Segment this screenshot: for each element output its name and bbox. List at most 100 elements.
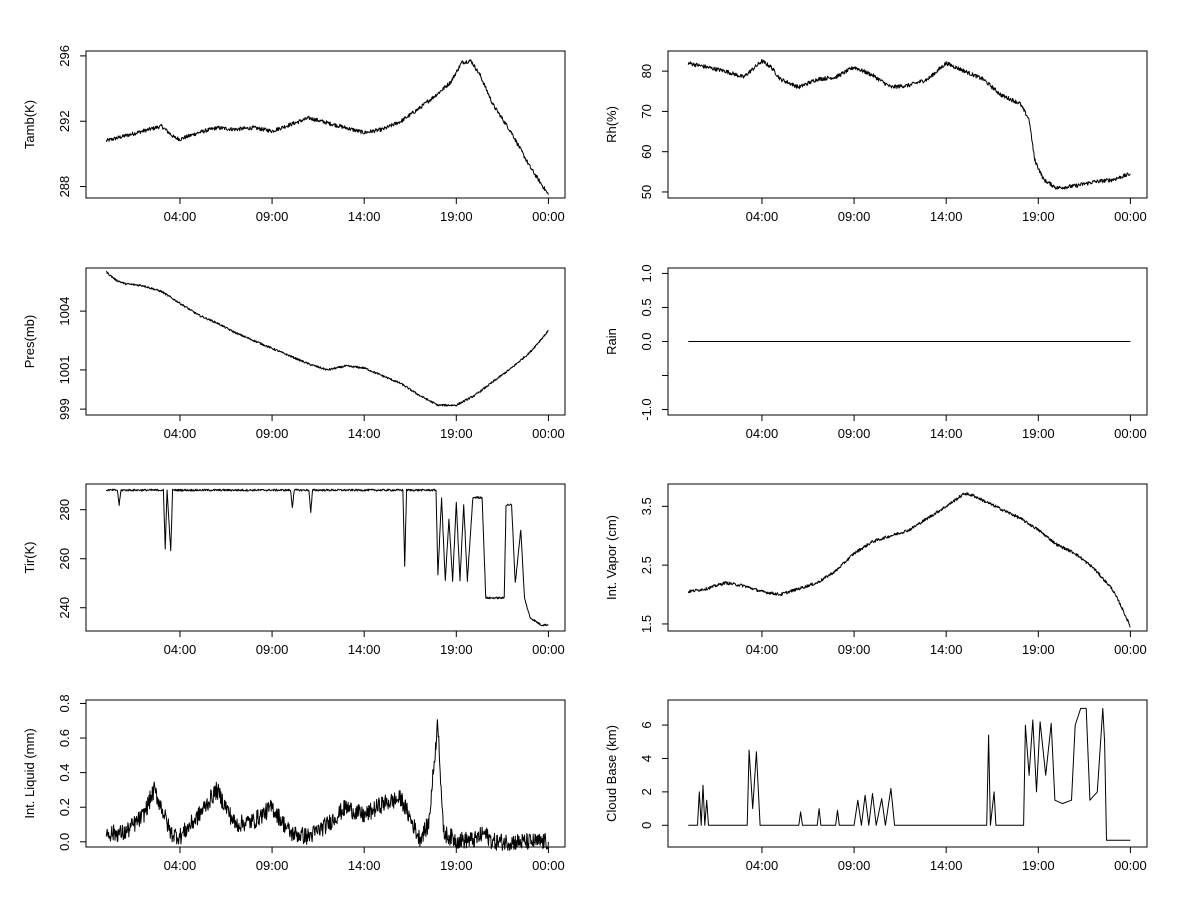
cloudbase-x-tick-label: 19:00 xyxy=(1022,858,1055,873)
tir-y-tick-label: 260 xyxy=(57,548,72,570)
pres-y-tick-label: 1001 xyxy=(57,355,72,384)
liquid-x-tick-label: 09:00 xyxy=(256,858,289,873)
cloudbase-x-tick-label: 09:00 xyxy=(838,858,871,873)
cloudbase-y-tick-label: 6 xyxy=(639,721,654,728)
tir-x-tick-label: 09:00 xyxy=(256,642,289,657)
liquid-y-tick-label: 0.0 xyxy=(57,833,72,851)
rain-x-tick-label: 00:00 xyxy=(1114,426,1147,441)
liquid-x-tick-label: 14:00 xyxy=(348,858,381,873)
rain-y-tick-label: -1.0 xyxy=(639,398,654,420)
vapor-y-axis-label: Int. Vapor (cm) xyxy=(604,515,619,600)
liquid-y-tick-label: 0.8 xyxy=(57,694,72,712)
tir-x-tick-label: 14:00 xyxy=(348,642,381,657)
tamb-plot-frame xyxy=(85,50,566,199)
rain-x-tick-label: 04:00 xyxy=(746,426,779,441)
pres-x-tick-label: 00:00 xyxy=(532,426,565,441)
tir-y-tick-label: 280 xyxy=(57,499,72,521)
vapor-series-line xyxy=(687,492,1131,628)
rh-x-tick-label: 04:00 xyxy=(746,209,779,224)
cloudbase-series-line xyxy=(688,707,1131,841)
tamb-x-tick-label: 14:00 xyxy=(348,209,381,224)
rh-y-axis-label: Rh(%) xyxy=(604,106,619,143)
tamb-series-line xyxy=(105,59,549,195)
cloudbase-y-axis-label: Cloud Base (km) xyxy=(604,725,619,822)
vapor-x-tick-label: 04:00 xyxy=(746,642,779,657)
cloudbase-y-tick-label: 0 xyxy=(639,822,654,829)
cloudbase-y-tick-label: 2 xyxy=(639,788,654,795)
tir-x-tick-label: 00:00 xyxy=(532,642,565,657)
liquid-x-tick-label: 04:00 xyxy=(164,858,197,873)
tir-x-tick-label: 19:00 xyxy=(440,642,473,657)
rain-y-axis-label: Rain xyxy=(604,328,619,355)
liquid-y-tick-label: 0.6 xyxy=(57,729,72,747)
liquid-y-axis-label: Int. Liquid (mm) xyxy=(22,728,37,818)
vapor-x-tick-label: 09:00 xyxy=(838,642,871,657)
rain-y-tick-label: 0.5 xyxy=(639,298,654,316)
pres-series-line xyxy=(105,270,549,407)
cloudbase-y-tick-label: 4 xyxy=(639,755,654,762)
chart-panels: 04:00 09:00 14:00 19:00 00:00 288 292 296 Tamb(K… xyxy=(22,45,1148,873)
rain-x-tick-label: 14:00 xyxy=(930,426,963,441)
rain-x-tick-label: 19:00 xyxy=(1022,426,1055,441)
tamb-x-tick-label: 04:00 xyxy=(164,209,197,224)
vapor-y-tick-label: 3.5 xyxy=(639,497,654,515)
tamb-y-tick-label: 296 xyxy=(57,45,72,67)
liquid-y-tick-label: 0.4 xyxy=(57,764,72,782)
vapor-y-tick-label: 2.5 xyxy=(639,556,654,574)
liquid-plot-frame xyxy=(85,699,566,848)
chart-panel-vapor: 04:00 09:00 14:00 19:00 00:00 1.5 2.5 3.5 Int. V… xyxy=(604,483,1148,657)
tir-y-tick-label: 240 xyxy=(57,597,72,619)
cloudbase-x-tick-label: 00:00 xyxy=(1114,858,1147,873)
chart-panel-rain: 04:00 09:00 14:00 19:00 00:00 -1.0 0.0 0.5 1.0 Ra… xyxy=(604,264,1148,441)
rh-y-tick-label: 60 xyxy=(639,144,654,158)
chart-panel-liquid: 04:00 09:00 14:00 19:00 00:00 0.0 0.2 0.4 0.6 0.8… xyxy=(22,694,566,873)
rh-x-tick-label: 00:00 xyxy=(1114,209,1147,224)
pres-y-tick-label: 999 xyxy=(57,398,72,420)
cloudbase-plot-frame xyxy=(667,699,1148,848)
pres-x-tick-label: 04:00 xyxy=(164,426,197,441)
vapor-x-tick-label: 14:00 xyxy=(930,642,963,657)
rain-x-tick-label: 09:00 xyxy=(838,426,871,441)
liquid-y-tick-label: 0.2 xyxy=(57,798,72,816)
pres-x-tick-label: 09:00 xyxy=(256,426,289,441)
rain-y-tick-label: 0.0 xyxy=(639,332,654,350)
pres-y-axis-label: Pres(mb) xyxy=(22,315,37,368)
vapor-x-tick-label: 19:00 xyxy=(1022,642,1055,657)
pres-y-tick-label: 1004 xyxy=(57,297,72,326)
chart-panel-pres: 04:00 09:00 14:00 19:00 00:00 999 1001 1004 Pres… xyxy=(22,267,566,441)
pres-x-tick-label: 19:00 xyxy=(440,426,473,441)
chart-panel-rh: 04:00 09:00 14:00 19:00 00:00 50 60 70 80 Rh(%) xyxy=(604,50,1148,224)
chart-panel-cloudbase: 04:00 09:00 14:00 19:00 00:00 0 2 4 6 Cloud Base … xyxy=(604,699,1148,873)
tamb-x-tick-label: 19:00 xyxy=(440,209,473,224)
rh-y-tick-label: 70 xyxy=(639,104,654,118)
tamb-x-tick-label: 00:00 xyxy=(532,209,565,224)
pres-plot-frame xyxy=(85,267,566,416)
tamb-x-tick-label: 09:00 xyxy=(256,209,289,224)
cloudbase-x-tick-label: 14:00 xyxy=(930,858,963,873)
chart-panel-tir: 04:00 09:00 14:00 19:00 00:00 240 260 280 Tir(K) xyxy=(22,483,566,657)
rh-x-tick-label: 19:00 xyxy=(1022,209,1055,224)
liquid-x-tick-label: 00:00 xyxy=(532,858,565,873)
vapor-plot-frame xyxy=(667,483,1148,632)
rh-x-tick-label: 09:00 xyxy=(838,209,871,224)
rh-series-line xyxy=(687,58,1131,190)
rh-x-tick-label: 14:00 xyxy=(930,209,963,224)
rh-y-tick-label: 50 xyxy=(639,185,654,199)
chart-panel-tamb: 04:00 09:00 14:00 19:00 00:00 288 292 296 Tamb(K… xyxy=(22,45,566,224)
tamb-y-tick-label: 292 xyxy=(57,110,72,132)
tir-plot-frame xyxy=(85,483,566,632)
tamb-y-axis-label: Tamb(K) xyxy=(22,100,37,149)
rh-plot-frame xyxy=(667,50,1148,199)
rain-y-tick-label: 1.0 xyxy=(639,264,654,282)
tir-x-tick-label: 04:00 xyxy=(164,642,197,657)
liquid-series-line xyxy=(105,719,549,851)
pres-x-tick-label: 14:00 xyxy=(348,426,381,441)
liquid-x-tick-label: 19:00 xyxy=(440,858,473,873)
vapor-x-tick-label: 00:00 xyxy=(1114,642,1147,657)
tamb-y-tick-label: 288 xyxy=(57,176,72,198)
cloudbase-x-tick-label: 04:00 xyxy=(746,858,779,873)
tir-series-line xyxy=(105,488,549,627)
vapor-y-tick-label: 1.5 xyxy=(639,615,654,633)
